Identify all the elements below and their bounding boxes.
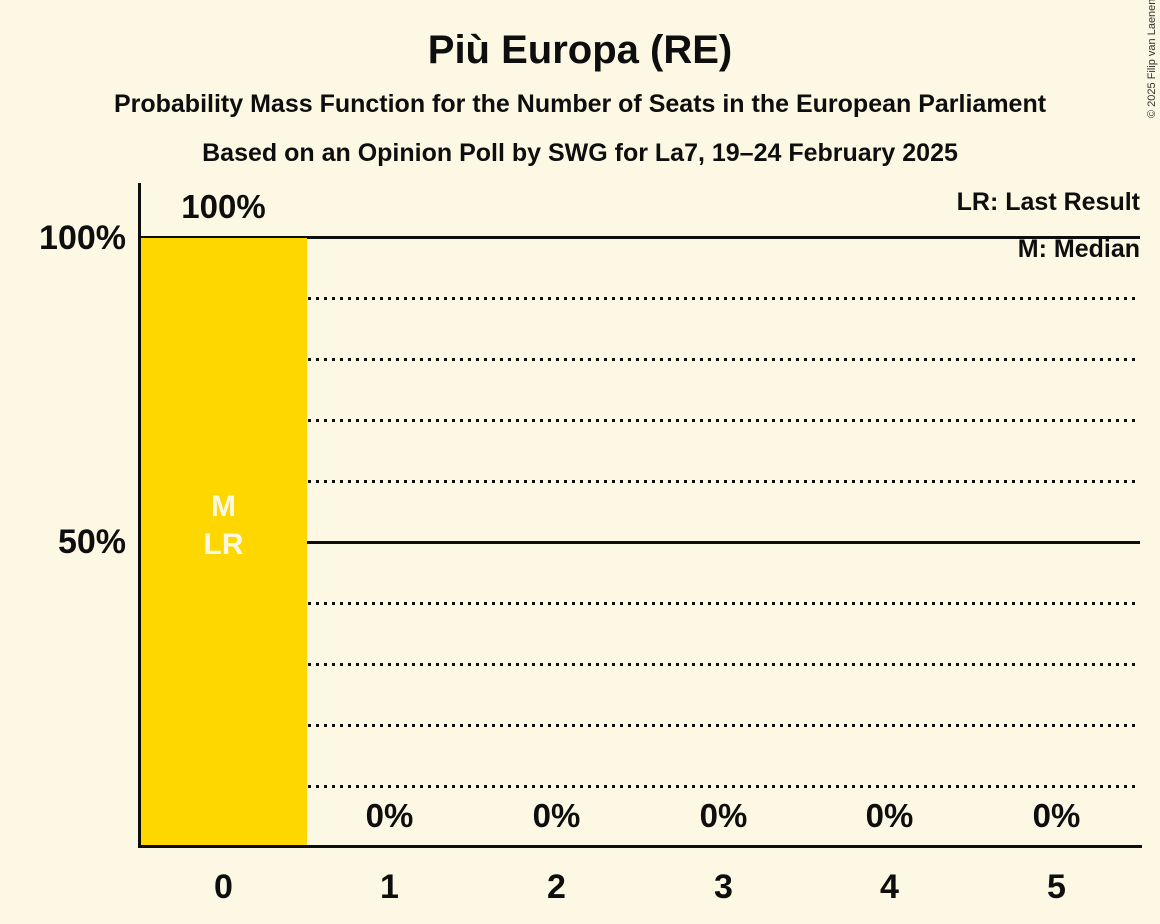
chart-poll-source: Based on an Opinion Poll by SWG for La7,… [202, 139, 958, 167]
gridline-20pct [140, 724, 1140, 727]
bar-value-label-5: 0% [1032, 797, 1081, 834]
y-tick-label-100: 100% [39, 219, 126, 257]
probability-bar-0 [140, 238, 307, 845]
legend-last-result: LR: Last Result [956, 188, 1140, 216]
bar-value-label-4: 0% [865, 797, 914, 834]
last-result-marker: LR [203, 528, 244, 561]
y-tick-label-50: 50% [57, 523, 126, 561]
copyright-notice: © 2025 Filip van Laenen [1146, 0, 1158, 118]
x-tick-label-4: 4 [880, 868, 899, 906]
median-marker: M [211, 490, 236, 523]
gridline-30pct [140, 663, 1140, 666]
x-tick-label-5: 5 [1047, 868, 1066, 906]
gridline-60pct [140, 480, 1140, 483]
gridline-40pct [140, 602, 1140, 605]
x-tick-label-3: 3 [714, 868, 733, 906]
gridline-70pct [140, 419, 1140, 422]
gridline-80pct [140, 358, 1140, 361]
chart-subtitle: Probability Mass Function for the Number… [113, 90, 1047, 118]
x-tick-label-2: 2 [547, 868, 566, 906]
bar-value-label-2: 0% [532, 797, 581, 834]
y-axis-line [138, 183, 141, 848]
bar-value-label-1: 0% [365, 797, 414, 834]
gridline-100pct [140, 236, 1140, 239]
bar-annotations: M LR [140, 488, 307, 564]
bar-value-label-3: 0% [699, 797, 748, 834]
x-tick-label-1: 1 [380, 868, 399, 906]
x-tick-label-0: 0 [214, 868, 233, 906]
chart-title: Più Europa (RE) [427, 28, 733, 72]
x-axis-line [138, 845, 1142, 848]
gridline-50pct [140, 541, 1140, 544]
bar-value-label-0: 100% [181, 188, 266, 225]
legend-median: M: Median [1017, 235, 1140, 263]
gridline-90pct [140, 297, 1140, 300]
gridline-10pct [140, 785, 1140, 788]
